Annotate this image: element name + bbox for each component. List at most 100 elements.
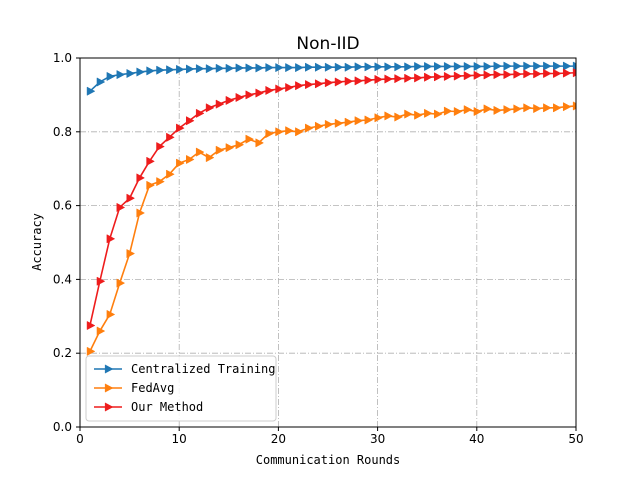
data-point-fedavg bbox=[146, 180, 155, 190]
data-point-fedavg bbox=[324, 119, 334, 129]
data-point-centralized-training bbox=[245, 63, 255, 73]
data-point-centralized-training bbox=[314, 62, 324, 72]
data-point-centralized-training bbox=[553, 61, 562, 71]
data-point-centralized-training bbox=[235, 63, 245, 73]
data-point-our-method bbox=[116, 202, 126, 213]
data-point-our-method bbox=[374, 74, 384, 84]
data-point-centralized-training bbox=[523, 61, 532, 71]
data-point-our-method bbox=[513, 69, 522, 79]
data-point-centralized-training bbox=[443, 61, 453, 72]
data-point-centralized-training bbox=[255, 63, 265, 73]
data-point-our-method bbox=[275, 84, 284, 94]
data-point-our-method bbox=[86, 320, 96, 331]
data-point-centralized-training bbox=[543, 61, 552, 71]
data-point-fedavg bbox=[354, 116, 364, 126]
data-point-fedavg bbox=[235, 140, 245, 150]
data-point-centralized-training bbox=[473, 61, 483, 72]
plot-frame bbox=[79, 57, 577, 428]
data-point-centralized-training bbox=[305, 62, 314, 72]
legend-box bbox=[85, 355, 277, 422]
data-point-fedavg bbox=[553, 103, 562, 113]
data-point-centralized-training bbox=[374, 62, 384, 72]
y-tick-label: 0.2 bbox=[53, 346, 72, 360]
data-point-fedavg bbox=[126, 248, 136, 259]
data-point-fedavg bbox=[176, 158, 185, 168]
data-point-our-method bbox=[166, 132, 175, 142]
data-point-fedavg bbox=[86, 346, 96, 356]
data-point-fedavg bbox=[106, 309, 116, 320]
data-point-fedavg bbox=[503, 105, 513, 115]
data-point-centralized-training bbox=[265, 63, 274, 73]
data-point-centralized-training bbox=[275, 63, 284, 73]
data-point-centralized-training bbox=[86, 86, 96, 96]
x-tick-label: 0 bbox=[76, 432, 84, 446]
data-point-centralized-training bbox=[106, 71, 116, 82]
data-point-fedavg bbox=[463, 105, 473, 115]
data-point-fedavg bbox=[205, 153, 215, 163]
data-point-our-method bbox=[324, 78, 334, 88]
data-point-our-method bbox=[414, 73, 423, 83]
x-tick-label: 10 bbox=[172, 432, 187, 446]
data-point-centralized-training bbox=[493, 61, 503, 71]
data-point-our-method bbox=[533, 69, 542, 79]
data-point-our-method bbox=[483, 70, 493, 80]
data-point-fedavg bbox=[513, 104, 522, 114]
data-point-fedavg bbox=[493, 105, 503, 115]
data-point-our-method bbox=[106, 234, 116, 244]
data-point-centralized-training bbox=[205, 64, 215, 74]
data-point-fedavg bbox=[314, 121, 324, 131]
data-point-fedavg bbox=[305, 123, 314, 133]
data-point-centralized-training bbox=[453, 61, 463, 72]
data-point-centralized-training bbox=[562, 61, 572, 71]
data-point-centralized-training bbox=[334, 62, 344, 72]
data-point-our-method bbox=[176, 123, 185, 133]
legend: Centralized Training FedAvg Our Method bbox=[85, 355, 277, 422]
data-point-our-method bbox=[146, 156, 155, 166]
data-point-fedavg bbox=[116, 278, 126, 288]
data-point-fedavg bbox=[533, 103, 542, 114]
data-point-fedavg bbox=[414, 110, 423, 120]
data-point-centralized-training bbox=[195, 64, 205, 74]
data-point-our-method bbox=[186, 116, 195, 126]
x-tick-label: 50 bbox=[568, 432, 583, 446]
data-point-our-method bbox=[434, 72, 443, 82]
data-point-centralized-training bbox=[513, 61, 522, 71]
data-point-centralized-training bbox=[384, 62, 393, 72]
data-point-our-method bbox=[334, 77, 344, 87]
data-point-our-method bbox=[195, 108, 205, 118]
data-point-our-method bbox=[453, 71, 463, 81]
data-point-fedavg bbox=[523, 103, 532, 113]
data-point-fedavg bbox=[424, 108, 433, 118]
series-our-method bbox=[86, 68, 576, 331]
data-point-centralized-training bbox=[215, 63, 225, 73]
data-point-centralized-training bbox=[96, 77, 106, 87]
data-point-fedavg bbox=[295, 127, 304, 137]
data-point-fedavg bbox=[562, 102, 572, 112]
data-point-our-method bbox=[493, 70, 503, 80]
data-point-our-method bbox=[285, 82, 294, 93]
x-tick-label: 20 bbox=[271, 432, 286, 446]
data-point-fedavg bbox=[285, 126, 294, 136]
data-point-our-method bbox=[553, 68, 562, 79]
data-point-fedavg bbox=[195, 147, 205, 157]
data-point-fedavg bbox=[344, 117, 354, 127]
legend-label-centralized-training: Centralized Training bbox=[131, 362, 276, 376]
data-point-our-method bbox=[245, 90, 255, 100]
series-fedavg bbox=[86, 101, 576, 356]
data-point-our-method bbox=[126, 193, 136, 203]
data-point-fedavg bbox=[404, 109, 413, 119]
data-point-our-method bbox=[443, 71, 453, 82]
legend-marker-fedavg bbox=[104, 383, 114, 393]
data-point-our-method bbox=[473, 70, 483, 80]
data-point-centralized-training bbox=[434, 61, 443, 72]
data-point-centralized-training bbox=[424, 61, 433, 72]
legend-label-our-method: Our Method bbox=[131, 400, 203, 414]
y-tick-label: 0.8 bbox=[53, 125, 72, 139]
data-point-our-method bbox=[156, 141, 165, 152]
data-point-centralized-training bbox=[295, 63, 304, 73]
data-point-our-method bbox=[305, 79, 314, 90]
data-point-our-method bbox=[235, 92, 245, 103]
data-point-centralized-training bbox=[404, 62, 413, 72]
data-point-fedavg bbox=[434, 109, 443, 119]
